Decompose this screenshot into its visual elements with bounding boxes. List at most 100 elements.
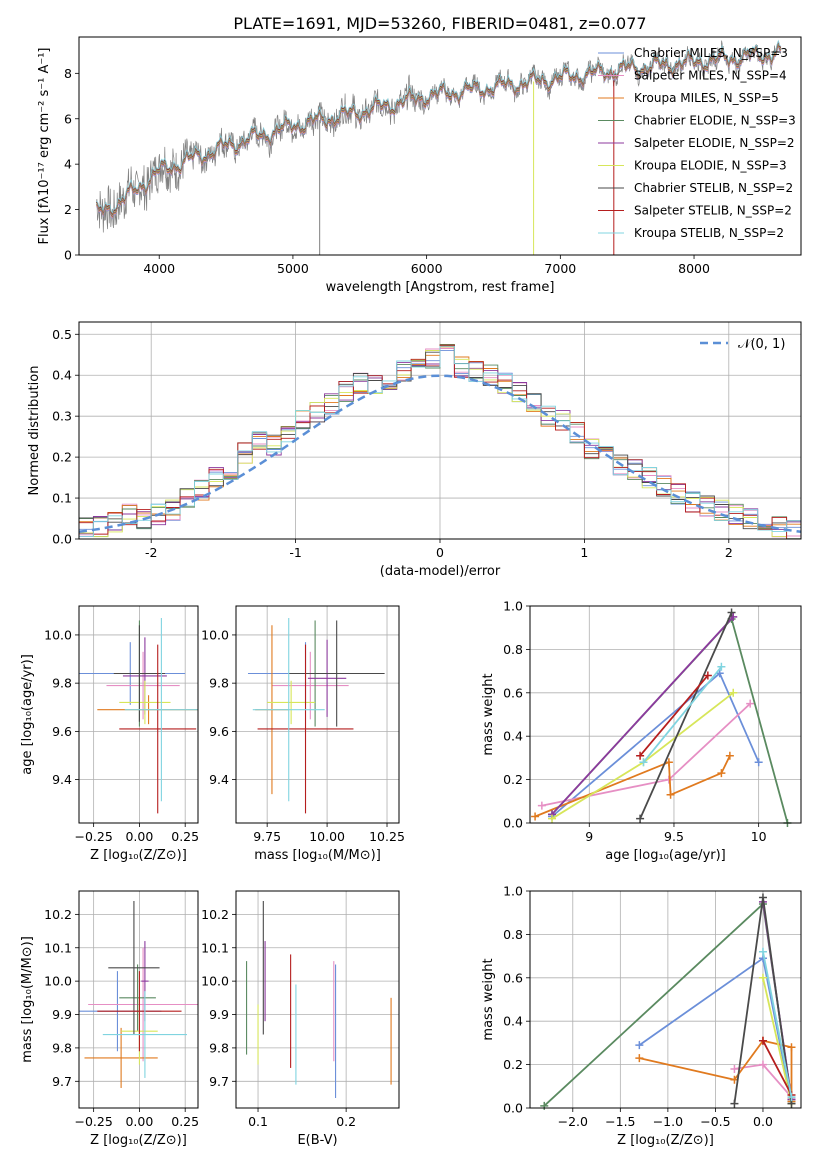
y-tick-label: 0.5 bbox=[52, 327, 72, 342]
weight-point bbox=[746, 699, 755, 708]
weight-point bbox=[730, 1099, 739, 1108]
y-tick-label: 10.0 bbox=[201, 974, 229, 989]
y-tick-label: 0.2 bbox=[52, 450, 72, 465]
x-tick-label: 0.00 bbox=[125, 829, 153, 844]
panel-age-vs-Z: −0.25 0.00 0.25 9.4 9.6 9.8 10.0 Z [log₁₀(Z/Z⊙)… bbox=[20, 605, 199, 863]
panel-residuals: -2 -1 0 1 2 0.0 0.1 0.2 0.3 0.4 0.5 (data-model)/er… bbox=[27, 321, 802, 579]
y-tick-label: 0.3 bbox=[52, 409, 72, 424]
y-tick-label: 9.8 bbox=[52, 1040, 72, 1055]
x-tick-label: −2.0 bbox=[558, 1114, 588, 1129]
x-axis-label: wavelength [Angstrom, rest frame] bbox=[326, 280, 555, 295]
y-axis-label: Normed distribution bbox=[27, 366, 42, 496]
weight-point bbox=[787, 1043, 796, 1052]
y-tick-label: 9.8 bbox=[209, 1040, 229, 1055]
x-tick-label: 5000 bbox=[277, 261, 309, 276]
y-tick-label: 9.4 bbox=[209, 772, 229, 787]
x-tick-label: 10.25 bbox=[369, 829, 405, 844]
weight-point bbox=[730, 1064, 739, 1073]
y-tick-label: 4 bbox=[64, 157, 72, 172]
weight-point bbox=[636, 751, 645, 760]
y-tick-label: 0.8 bbox=[503, 642, 523, 657]
weight-point bbox=[537, 801, 546, 810]
legend-label: 𝒩(0, 1) bbox=[738, 337, 785, 352]
weight-point bbox=[664, 758, 673, 767]
legend-label: Kroupa MILES, N_SSP=5 bbox=[634, 91, 779, 105]
weight-line bbox=[551, 671, 760, 818]
y-axis-label: mass [log₁₀(M/M⊙)] bbox=[20, 936, 35, 1063]
x-axis-label: Z [log₁₀(Z/Z⊙)] bbox=[90, 848, 187, 863]
weight-point bbox=[703, 671, 712, 680]
x-tick-label: 0.00 bbox=[125, 1114, 153, 1129]
y-tick-label: 9.6 bbox=[209, 724, 229, 739]
y-tick-label: 9.8 bbox=[52, 676, 72, 691]
axes-frame bbox=[78, 321, 802, 540]
x-tick-label: 4000 bbox=[143, 261, 175, 276]
y-tick-label: 9.7 bbox=[52, 1074, 72, 1089]
weight-point bbox=[758, 1036, 767, 1045]
x-tick-label: 2 bbox=[725, 545, 733, 560]
panel-weight-vs-Z: −2.0 −1.5 −1.0 −0.5 0.0 0.0 0.2 0.4 0.6 0.8 1.0 Z [… bbox=[481, 884, 802, 1148]
x-tick-label: 6000 bbox=[411, 261, 443, 276]
x-tick-label: 7000 bbox=[544, 261, 576, 276]
y-tick-label: 6 bbox=[64, 111, 72, 126]
x-tick-label: −1.0 bbox=[653, 1114, 683, 1129]
axes-frame bbox=[78, 605, 199, 824]
weight-line bbox=[762, 951, 793, 1098]
x-tick-label: 0.2 bbox=[336, 1114, 356, 1129]
y-tick-label: 9.4 bbox=[52, 772, 72, 787]
legend-label: Chabrier STELIB, N_SSP=2 bbox=[634, 181, 793, 195]
weight-point bbox=[635, 1054, 644, 1063]
weight-point bbox=[666, 790, 675, 799]
y-tick-label: 10.1 bbox=[201, 940, 229, 955]
x-tick-label: 9.75 bbox=[253, 829, 281, 844]
y-tick-label: 0.4 bbox=[503, 729, 523, 744]
model-spectrum bbox=[96, 39, 782, 214]
y-tick-label: 9.6 bbox=[52, 724, 72, 739]
axes-frame bbox=[235, 605, 400, 824]
weight-point bbox=[754, 758, 763, 767]
x-tick-label: 10 bbox=[751, 829, 767, 844]
weight-point bbox=[725, 751, 734, 760]
y-tick-label: 0.0 bbox=[503, 816, 523, 831]
y-axis-label: age [log₁₀(age/yr)] bbox=[20, 654, 35, 775]
weight-line bbox=[534, 755, 731, 818]
panel-spectrum: 4000 5000 6000 7000 8000 0 2 4 6 8 wavelength [Ang… bbox=[37, 36, 802, 295]
legend-label: Chabrier MILES, N_SSP=3 bbox=[634, 46, 788, 60]
y-tick-label: 9.9 bbox=[209, 1007, 229, 1022]
x-axis-label: E(B-V) bbox=[297, 1133, 337, 1148]
weight-point bbox=[758, 893, 767, 902]
weight-line bbox=[639, 612, 733, 820]
x-axis-label: age [log₁₀(age/yr)] bbox=[605, 848, 726, 863]
x-axis-label: (data-model)/error bbox=[380, 564, 501, 579]
y-axis-label: mass weight bbox=[481, 958, 496, 1040]
residual-histogram bbox=[79, 345, 801, 538]
weight-point bbox=[758, 973, 767, 982]
panel-age-vs-mass: 9.75 10.00 10.25 9.4 9.6 9.8 10.0 mass [log₁₀(M… bbox=[201, 605, 405, 863]
y-tick-label: 10.2 bbox=[44, 907, 72, 922]
y-tick-label: 0.6 bbox=[503, 685, 523, 700]
y-tick-label: 0.0 bbox=[52, 532, 72, 547]
weight-point bbox=[635, 1041, 644, 1050]
y-tick-label: 0 bbox=[64, 248, 72, 263]
legend-label: Kroupa STELIB, N_SSP=2 bbox=[634, 226, 784, 240]
axes-frame bbox=[529, 890, 802, 1109]
y-tick-label: 10.1 bbox=[44, 940, 72, 955]
weight-point bbox=[727, 608, 736, 617]
y-tick-label: 0.2 bbox=[503, 1057, 523, 1072]
x-tick-label: 8000 bbox=[678, 261, 710, 276]
weight-point bbox=[758, 1060, 767, 1069]
y-tick-label: 0.8 bbox=[503, 927, 523, 942]
weight-line bbox=[762, 977, 793, 1104]
axes-frame bbox=[78, 36, 802, 256]
axes-frame bbox=[235, 890, 400, 1109]
legend-label: Salpeter MILES, N_SSP=4 bbox=[634, 69, 787, 83]
y-tick-label: 0.2 bbox=[503, 772, 523, 787]
weight-point bbox=[531, 812, 540, 821]
x-axis-label: Z [log₁₀(Z/Z⊙)] bbox=[90, 1133, 187, 1148]
weight-line bbox=[762, 1040, 793, 1096]
x-tick-label: −0.25 bbox=[74, 1114, 112, 1129]
x-tick-label: -1 bbox=[289, 545, 301, 560]
y-tick-label: 1.0 bbox=[503, 599, 523, 614]
y-tick-label: 1.0 bbox=[503, 884, 523, 899]
weight-point bbox=[729, 688, 738, 697]
